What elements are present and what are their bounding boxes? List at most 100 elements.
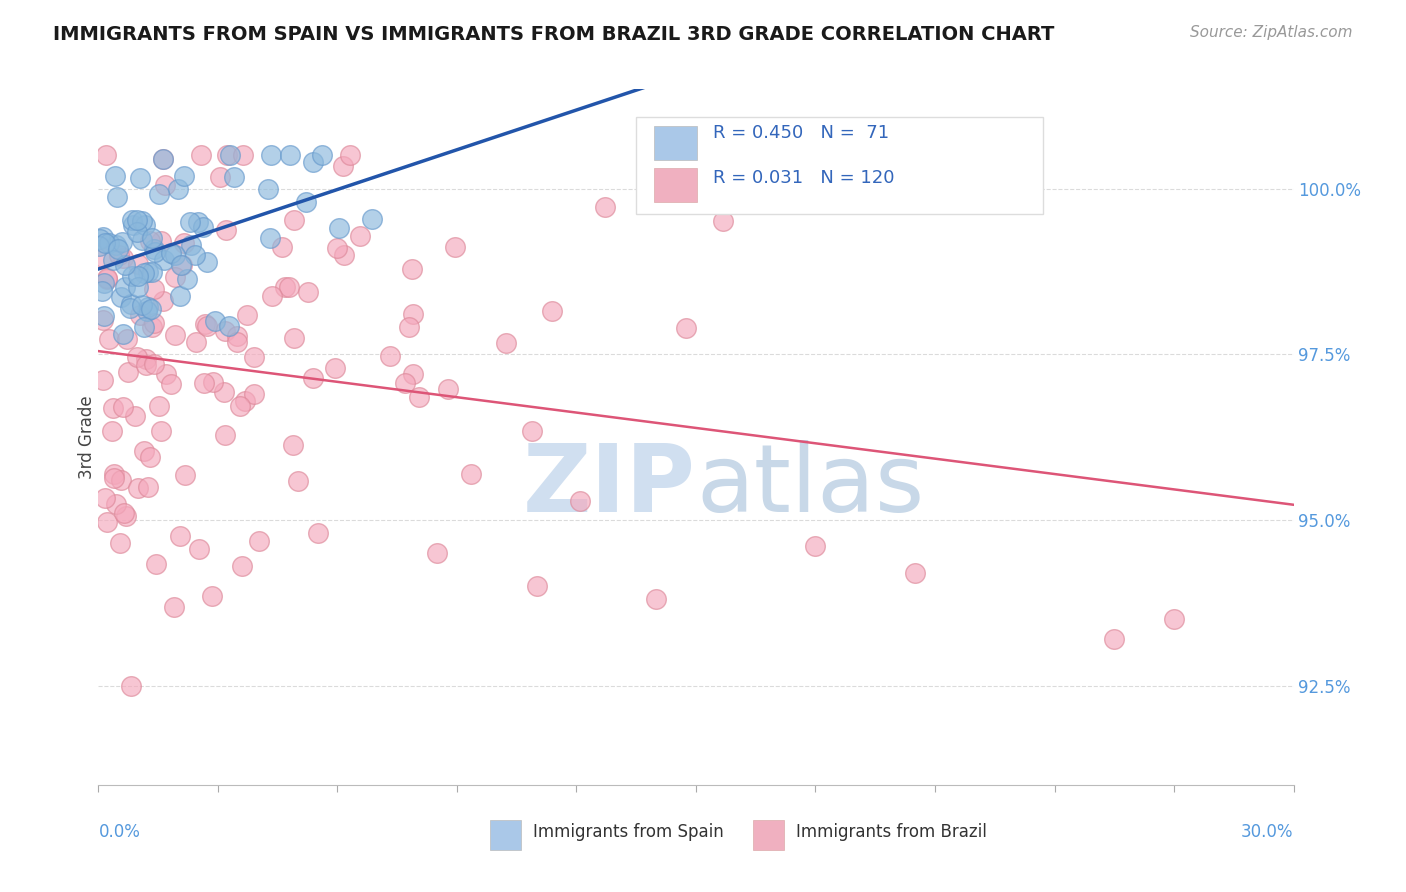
Point bbox=[1104, 632, 1126, 647]
Point bbox=[104, 497, 127, 511]
Point bbox=[201, 589, 224, 603]
Point bbox=[904, 566, 927, 580]
Point bbox=[101, 253, 124, 268]
Point bbox=[398, 320, 420, 334]
Point bbox=[325, 241, 347, 255]
Point bbox=[114, 259, 136, 273]
Point bbox=[402, 368, 425, 382]
Point bbox=[129, 308, 152, 322]
Point bbox=[193, 376, 215, 390]
Point bbox=[136, 265, 159, 279]
Point bbox=[307, 526, 329, 541]
Point bbox=[93, 491, 115, 506]
Point bbox=[141, 265, 163, 279]
Text: R = 0.031   N = 120: R = 0.031 N = 120 bbox=[713, 169, 894, 186]
Point bbox=[257, 182, 280, 196]
Point bbox=[283, 330, 305, 344]
Point bbox=[110, 473, 132, 487]
Point bbox=[121, 212, 143, 227]
Point bbox=[131, 233, 153, 247]
Point bbox=[225, 328, 247, 343]
Point bbox=[142, 357, 165, 371]
Point bbox=[112, 506, 135, 520]
Text: Source: ZipAtlas.com: Source: ZipAtlas.com bbox=[1189, 25, 1353, 40]
Point bbox=[89, 232, 111, 246]
Point bbox=[194, 318, 217, 332]
Point bbox=[675, 321, 697, 335]
Point bbox=[120, 679, 142, 693]
Point bbox=[711, 214, 734, 228]
Point bbox=[125, 350, 148, 364]
Point bbox=[163, 269, 186, 284]
Point bbox=[107, 243, 129, 257]
Point bbox=[135, 304, 157, 318]
Point bbox=[127, 280, 149, 294]
Point bbox=[1163, 612, 1185, 626]
Point bbox=[249, 534, 271, 549]
Point bbox=[323, 361, 346, 376]
Point bbox=[165, 248, 187, 262]
Point bbox=[93, 312, 115, 326]
Point bbox=[143, 316, 166, 330]
Point bbox=[152, 152, 174, 166]
Point bbox=[96, 270, 118, 285]
Point bbox=[121, 218, 143, 232]
Point bbox=[111, 400, 134, 414]
Point bbox=[153, 253, 176, 268]
Point bbox=[125, 225, 148, 239]
Point bbox=[170, 258, 193, 272]
Point bbox=[111, 327, 134, 342]
Point bbox=[184, 248, 207, 262]
Point bbox=[214, 324, 236, 338]
Point bbox=[124, 409, 146, 423]
Point bbox=[225, 334, 247, 349]
Point bbox=[217, 148, 239, 162]
Point bbox=[281, 438, 304, 452]
Point bbox=[260, 148, 283, 162]
Point bbox=[115, 508, 138, 523]
Point bbox=[136, 300, 159, 314]
Point bbox=[152, 152, 174, 166]
Point bbox=[134, 320, 156, 334]
Point bbox=[127, 481, 149, 495]
Point bbox=[103, 467, 125, 481]
Point bbox=[117, 365, 139, 379]
Point bbox=[136, 480, 159, 494]
Point bbox=[96, 515, 118, 529]
Point bbox=[332, 159, 354, 173]
Point bbox=[128, 171, 150, 186]
Point bbox=[170, 258, 193, 272]
Point bbox=[287, 474, 309, 488]
Text: 30.0%: 30.0% bbox=[1241, 823, 1294, 841]
Point bbox=[460, 467, 482, 481]
Point bbox=[94, 148, 117, 162]
Point bbox=[444, 240, 467, 254]
Point bbox=[165, 327, 187, 342]
Point bbox=[169, 529, 191, 543]
Point bbox=[101, 401, 124, 416]
Point bbox=[187, 215, 209, 229]
Point bbox=[145, 557, 167, 571]
Point bbox=[141, 231, 163, 245]
Point bbox=[149, 424, 172, 438]
FancyBboxPatch shape bbox=[637, 117, 1043, 214]
Point bbox=[107, 248, 129, 262]
Point bbox=[94, 235, 117, 250]
Point bbox=[132, 266, 155, 280]
Point bbox=[91, 284, 114, 298]
Point bbox=[138, 234, 160, 248]
Point bbox=[295, 194, 318, 209]
Point bbox=[110, 235, 132, 249]
Point bbox=[195, 255, 218, 269]
Text: IMMIGRANTS FROM SPAIN VS IMMIGRANTS FROM BRAZIL 3RD GRADE CORRELATION CHART: IMMIGRANTS FROM SPAIN VS IMMIGRANTS FROM… bbox=[53, 25, 1054, 44]
Point bbox=[149, 234, 172, 248]
FancyBboxPatch shape bbox=[754, 821, 785, 850]
Point bbox=[228, 399, 250, 413]
Point bbox=[142, 282, 165, 296]
Point bbox=[193, 219, 215, 234]
FancyBboxPatch shape bbox=[654, 126, 697, 161]
Point bbox=[93, 251, 115, 265]
Point bbox=[114, 280, 136, 294]
Point bbox=[159, 245, 181, 260]
Point bbox=[153, 178, 176, 193]
